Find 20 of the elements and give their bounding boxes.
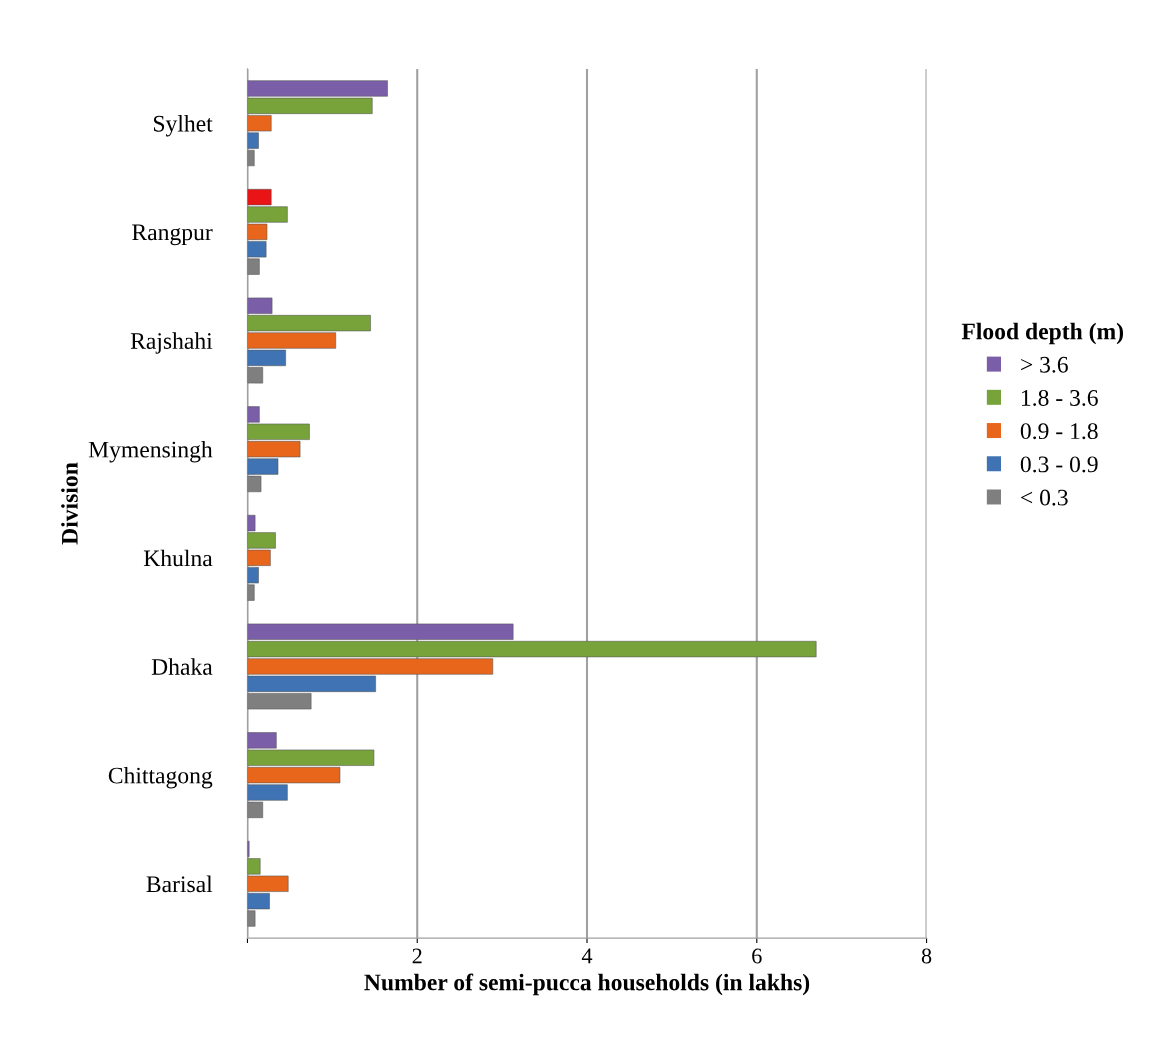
y-tick-label: Barisal [146,875,213,893]
x-tick-label: 6 [752,948,762,964]
x-tick-label: 4 [581,948,593,964]
y-tick-label: Rangpur [132,224,213,246]
y-tick-label: Rajshahi [130,332,213,354]
legend-label: 0.3 - 0.9 [1020,456,1098,473]
y-axis-title: Division [61,462,78,545]
y-tick-label: Mymensingh [88,440,213,463]
y-tick-label: Khulna [143,549,213,567]
legend-label: 1.8 - 3.6 [1021,389,1098,406]
legend-label: > 3.6 [1021,356,1068,373]
legend-title: Flood depth (m) [961,322,1124,345]
y-tick-label: Chittagong [108,766,213,789]
x-axis-title: Number of semi-pucca households (in lakhs) [364,973,810,996]
legend-label: < 0.3 [1021,489,1068,506]
x-tick-label: 2 [412,948,422,964]
legend-label: 0.9 - 1.8 [1020,423,1098,440]
y-tick-label: Dhaka [151,658,213,675]
y-tick-label: Sylhet [153,115,213,137]
x-tick-label: 8 [921,948,932,964]
